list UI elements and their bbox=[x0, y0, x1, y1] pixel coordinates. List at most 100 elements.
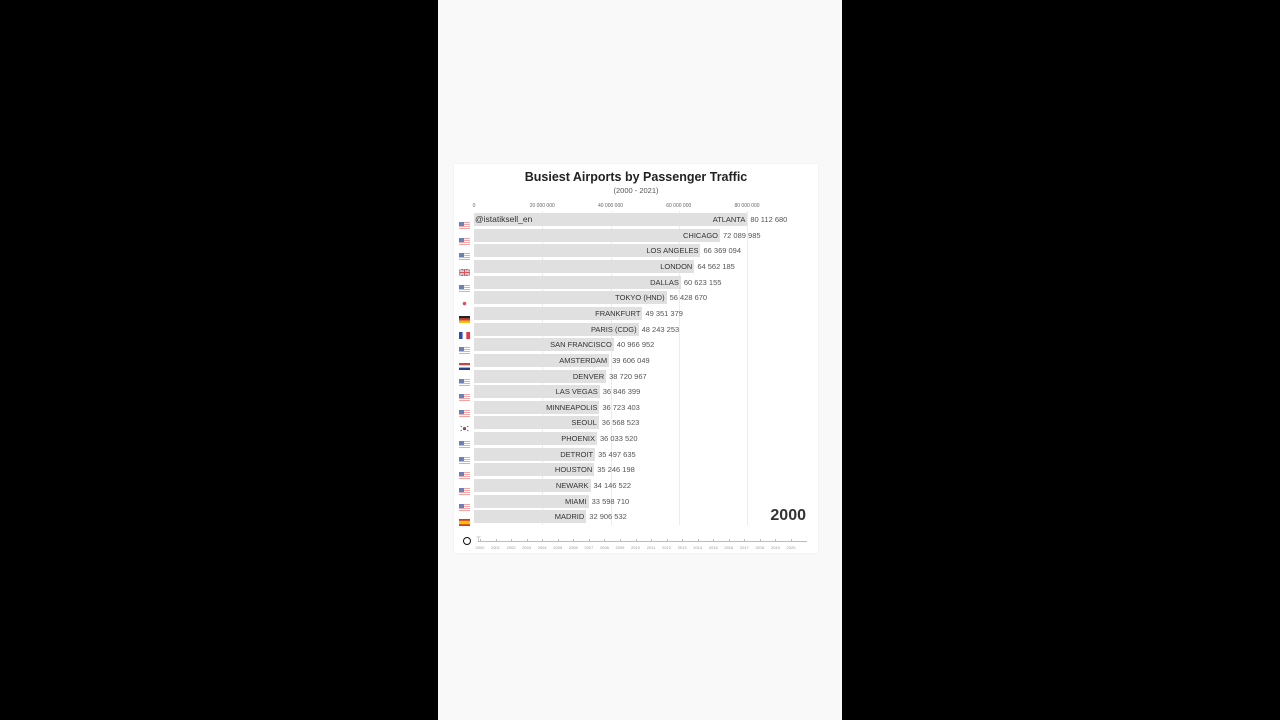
bar bbox=[474, 306, 643, 320]
uk-flag-icon bbox=[458, 263, 471, 277]
x-tick-label: 40 000 000 bbox=[597, 203, 624, 209]
x-tick-label: 20 000 000 bbox=[529, 203, 555, 209]
timeline-year-label[interactable]: 2012 bbox=[662, 545, 672, 550]
timeline-tick bbox=[635, 539, 637, 542]
bar-value-label: 36 568 523 bbox=[601, 418, 640, 428]
bar bbox=[474, 400, 600, 414]
bar-value-label: 36 033 520 bbox=[599, 434, 638, 444]
bar bbox=[474, 338, 614, 352]
bar bbox=[474, 479, 591, 493]
bar-value-label: 34 146 522 bbox=[593, 481, 632, 491]
timeline-tick bbox=[791, 539, 792, 542]
bar-value-label: 39 606 049 bbox=[612, 355, 650, 365]
timeline-year-label[interactable]: 2014 bbox=[693, 545, 703, 550]
timeline-year-label[interactable]: 2015 bbox=[708, 545, 718, 550]
bar bbox=[474, 213, 748, 226]
bar-category-label: TOKYO (HND) bbox=[615, 293, 665, 303]
bar bbox=[474, 432, 597, 446]
bar-category-label: MADRID bbox=[554, 512, 585, 522]
bar bbox=[474, 228, 720, 242]
timeline-tick bbox=[728, 539, 730, 542]
chart-title: Busiest Airports by Passenger Traffic bbox=[524, 170, 748, 184]
timeline-tick bbox=[619, 539, 621, 542]
south-korea-flag-icon bbox=[459, 419, 470, 433]
timeline-tick bbox=[713, 539, 715, 542]
bar-category-label: FRANKFURT bbox=[595, 308, 641, 318]
bar bbox=[474, 275, 681, 289]
timeline-year-label[interactable]: 2007 bbox=[584, 545, 594, 550]
timeline-slider[interactable]: ⊤ 2000 2001 2002 2003 2004 2005 2006 2007 2008 20… bbox=[476, 537, 807, 550]
bar-category-label: SEOUL bbox=[571, 418, 597, 428]
timeline-year-label[interactable]: 2003 bbox=[522, 545, 532, 550]
gridline bbox=[678, 211, 680, 525]
timeline-year-label[interactable]: 2013 bbox=[677, 545, 687, 550]
bar-value-label: 60 623 155 bbox=[683, 277, 722, 287]
timeline-tick bbox=[759, 539, 761, 542]
us-flag-icon bbox=[459, 451, 470, 464]
france-flag-icon bbox=[459, 326, 470, 339]
us-flag-icon bbox=[459, 279, 470, 292]
timeline-year-label[interactable]: 2018 bbox=[755, 545, 765, 550]
bar-value-label: 38 720 967 bbox=[609, 371, 647, 381]
bar bbox=[474, 259, 695, 273]
bar-value-label: 56 428 670 bbox=[669, 293, 708, 303]
timeline-tick bbox=[480, 539, 481, 542]
timeline-year-label[interactable]: 2008 bbox=[599, 545, 609, 550]
bar-row: LONDON 64 562 185 bbox=[454, 259, 818, 277]
watermark: @istatiksell_en bbox=[475, 214, 533, 224]
bar-row: MADRID 32 906 532 bbox=[454, 510, 818, 527]
us-flag-icon bbox=[459, 216, 470, 229]
bar-value-label: 32 906 532 bbox=[589, 512, 627, 522]
timeline-year-label[interactable]: 2009 bbox=[615, 545, 625, 550]
bar bbox=[474, 463, 595, 477]
timeline-tick bbox=[651, 539, 653, 542]
bar bbox=[474, 447, 596, 461]
bar-value-label: 48 243 253 bbox=[641, 324, 680, 334]
timeline-year-label[interactable]: 2016 bbox=[724, 545, 734, 550]
timeline-year-label[interactable]: 2010 bbox=[631, 545, 640, 550]
bar-row: HOUSTON 35 246 198 bbox=[454, 463, 818, 480]
us-flag-icon bbox=[459, 435, 470, 449]
timeline-year-label[interactable]: 2020 bbox=[786, 545, 796, 550]
bar-category-label: SAN FRANCISCO bbox=[550, 340, 612, 350]
timeline-tick bbox=[526, 539, 528, 542]
timeline-tick bbox=[495, 539, 497, 542]
timeline-year-label[interactable]: 2017 bbox=[739, 545, 749, 550]
timeline-year-label[interactable]: 2001 bbox=[491, 545, 500, 550]
bar-row: DENVER 38 720 967 bbox=[454, 369, 818, 386]
bar-value-label: 80 112 680 bbox=[750, 215, 788, 224]
bar-row: FRANKFURT 49 351 379 bbox=[454, 306, 818, 323]
timeline-year-label[interactable]: 2011 bbox=[646, 545, 656, 550]
bar bbox=[474, 353, 610, 367]
timeline-year-label[interactable]: 2006 bbox=[568, 545, 578, 550]
bar bbox=[474, 322, 639, 336]
gridline bbox=[542, 211, 544, 525]
timeline-year-label[interactable]: 2002 bbox=[506, 545, 516, 550]
bar-value-label: 35 246 198 bbox=[597, 465, 635, 475]
bar-value-label: 33 598 710 bbox=[591, 496, 630, 506]
bar-row: MINNEAPOLIS 36 723 403 bbox=[454, 400, 818, 417]
bar-row: MIAMI 33 598 710 bbox=[454, 494, 818, 511]
bar-row: DALLAS 60 623 155 bbox=[454, 275, 818, 292]
timeline-year-label[interactable]: 2004 bbox=[537, 545, 547, 550]
bar-category-label: MINNEAPOLIS bbox=[546, 402, 598, 412]
bar-row: CHICAGO 72 089 985 bbox=[454, 228, 818, 245]
us-flag-icon bbox=[459, 404, 470, 417]
timeline-year-label[interactable]: 2000 bbox=[475, 545, 485, 550]
us-flag-icon bbox=[459, 247, 470, 261]
us-flag-icon bbox=[459, 388, 470, 402]
bar-row: AMSTERDAM 39 606 049 bbox=[454, 353, 818, 370]
gridline bbox=[610, 211, 612, 525]
japan-flag-icon bbox=[459, 294, 470, 308]
x-tick-label: 60 000 000 bbox=[666, 203, 692, 209]
bar-row: PHOENIX 36 033 520 bbox=[454, 432, 818, 449]
timeline-tick bbox=[604, 539, 606, 542]
timeline-year-label[interactable]: 2019 bbox=[770, 545, 780, 550]
bar-category-label: DETROIT bbox=[560, 449, 594, 459]
bar-value-label: 35 497 635 bbox=[598, 449, 636, 459]
timeline-year-label[interactable]: 2005 bbox=[553, 545, 563, 550]
timeline-handle-icon[interactable]: ⊤ bbox=[476, 537, 482, 543]
x-tick-label: 0 bbox=[472, 203, 476, 209]
bar-category-label: DALLAS bbox=[650, 277, 679, 287]
play-pause-button[interactable] bbox=[463, 537, 471, 545]
